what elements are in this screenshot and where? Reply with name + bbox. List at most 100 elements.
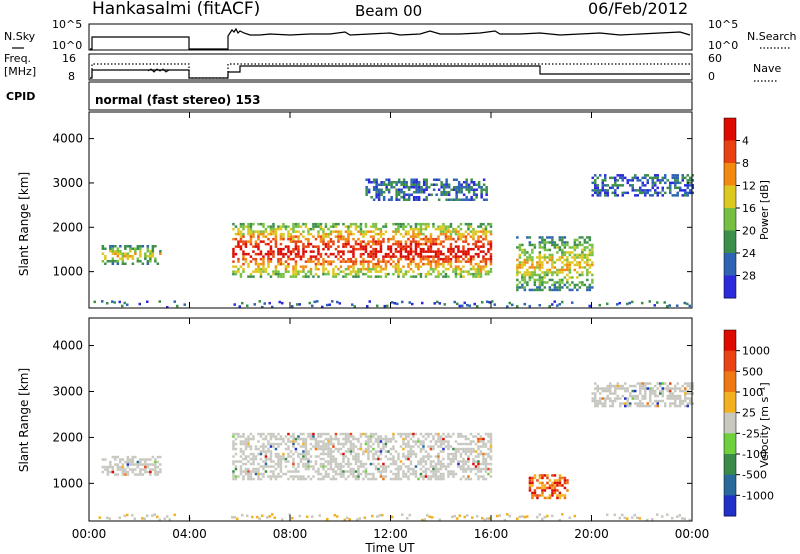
echo-cell bbox=[571, 288, 574, 292]
echo-cell bbox=[369, 462, 373, 466]
echo-cell bbox=[477, 272, 480, 276]
echo-cell bbox=[382, 475, 385, 478]
echo-cell bbox=[419, 432, 423, 436]
echo-cell bbox=[674, 394, 677, 398]
echo-cell bbox=[334, 447, 338, 451]
echo-cell bbox=[674, 181, 677, 185]
echo-cell bbox=[282, 252, 285, 256]
echo-cell bbox=[154, 260, 157, 263]
echo-cell bbox=[352, 250, 355, 253]
echo-cell bbox=[410, 183, 413, 186]
echo-cell bbox=[588, 286, 592, 289]
echo-cell bbox=[239, 232, 243, 236]
ground-cell bbox=[538, 304, 541, 307]
echo-cell bbox=[465, 178, 468, 181]
echo-cell bbox=[459, 477, 463, 481]
echo-cell bbox=[477, 237, 480, 241]
echo-cell bbox=[571, 276, 574, 279]
echo-cell bbox=[332, 455, 335, 458]
echo-cell bbox=[543, 238, 547, 242]
echo-cell bbox=[573, 238, 577, 242]
echo-cell bbox=[324, 475, 328, 478]
echo-cell bbox=[487, 257, 490, 261]
echo-cell bbox=[352, 442, 355, 446]
echo-cell bbox=[666, 397, 669, 400]
echo-cell bbox=[374, 452, 378, 456]
echo-cell bbox=[415, 183, 418, 186]
echo-cell bbox=[583, 283, 587, 287]
echo-cell bbox=[364, 225, 368, 228]
echo-cell bbox=[395, 181, 398, 184]
echo-cell bbox=[464, 447, 468, 451]
echo-cell bbox=[407, 475, 410, 478]
echo-cell bbox=[252, 470, 255, 473]
echo-cell bbox=[292, 257, 295, 261]
echo-cell bbox=[244, 225, 248, 228]
echo-cell bbox=[553, 271, 557, 274]
echo-cell bbox=[372, 188, 376, 191]
echo-cell bbox=[422, 232, 425, 236]
echo-cell bbox=[136, 473, 140, 476]
ground-cell bbox=[296, 303, 299, 306]
echo-cell bbox=[467, 450, 470, 453]
echo-cell bbox=[536, 256, 539, 259]
echo-cell bbox=[374, 247, 378, 251]
echo-cell bbox=[404, 475, 408, 478]
echo-cell bbox=[558, 491, 562, 495]
echo-cell bbox=[407, 270, 410, 273]
echo-cell bbox=[459, 232, 463, 236]
echo-cell bbox=[272, 472, 275, 476]
echo-cell bbox=[588, 236, 592, 239]
echo-cell bbox=[422, 227, 425, 231]
echo-cell bbox=[319, 472, 323, 476]
echo-cell bbox=[594, 174, 597, 177]
echo-cell bbox=[337, 240, 340, 243]
ground-cell bbox=[266, 516, 269, 519]
echo-cell bbox=[364, 475, 368, 478]
ground-cell bbox=[166, 306, 169, 309]
echo-cell bbox=[656, 399, 659, 403]
echo-cell bbox=[156, 470, 160, 474]
ground-cell bbox=[626, 302, 629, 306]
echo-cell bbox=[621, 179, 624, 182]
echo-cell bbox=[242, 457, 245, 461]
echo-cell bbox=[307, 260, 310, 263]
echo-cell bbox=[314, 447, 318, 451]
echo-cell bbox=[639, 186, 642, 190]
echo-cell bbox=[621, 174, 624, 177]
echo-cell bbox=[601, 189, 604, 192]
echo-cell bbox=[429, 265, 433, 268]
echo-cell bbox=[357, 275, 360, 278]
echo-cell bbox=[583, 241, 587, 244]
ground-cell bbox=[538, 513, 541, 516]
echo-cell bbox=[349, 432, 353, 436]
echo-cell bbox=[462, 465, 465, 468]
echo-cell bbox=[292, 222, 295, 226]
echo-cell bbox=[232, 477, 235, 481]
echo-cell bbox=[299, 255, 303, 258]
echo-cell bbox=[482, 460, 485, 463]
echo-cell bbox=[395, 196, 398, 199]
echo-cell bbox=[292, 460, 295, 463]
echo-cell bbox=[379, 435, 383, 438]
echo-cell bbox=[445, 193, 448, 196]
echo-cell bbox=[671, 392, 674, 395]
echo-cell bbox=[141, 458, 145, 461]
echo-cell bbox=[111, 247, 115, 250]
echo-cell bbox=[146, 465, 150, 469]
echo-cell bbox=[299, 265, 303, 268]
echo-cell bbox=[247, 435, 250, 438]
echo-cell bbox=[390, 181, 393, 184]
echo-cell bbox=[141, 473, 145, 476]
echo-cell bbox=[412, 183, 416, 186]
ground-cell bbox=[291, 305, 294, 308]
echo-cell bbox=[392, 455, 395, 458]
echo-cell bbox=[294, 475, 298, 478]
echo-cell bbox=[259, 435, 263, 438]
echo-cell bbox=[432, 188, 436, 191]
echo-cell bbox=[439, 435, 443, 438]
echo-cell bbox=[449, 435, 453, 438]
echo-cell bbox=[387, 247, 390, 251]
echo-cell bbox=[244, 440, 248, 443]
